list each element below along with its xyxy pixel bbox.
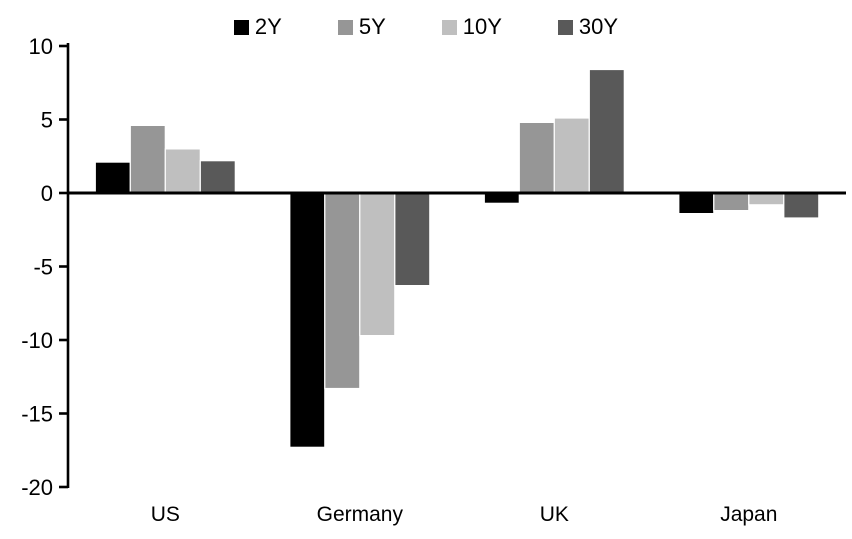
y-tick-label: 10 xyxy=(29,34,53,59)
x-category-label-japan: Japan xyxy=(720,503,777,526)
bar-2y-japan xyxy=(678,192,715,215)
bar-2y-germany xyxy=(289,192,326,448)
bar-10y-germany xyxy=(359,192,396,337)
bar-5y-uk xyxy=(518,121,555,194)
bar-30y-uk xyxy=(588,68,625,194)
bar-30y-japan xyxy=(783,192,820,219)
y-tick-label: -5 xyxy=(33,255,53,280)
bar-10y-japan xyxy=(748,192,785,206)
y-tick-label: -20 xyxy=(21,475,53,500)
y-tick-label: -15 xyxy=(21,402,53,427)
x-category-label-us: US xyxy=(151,503,180,526)
bar-2y-us xyxy=(94,161,131,194)
y-tick-label: 5 xyxy=(41,108,53,133)
bar-30y-germany xyxy=(394,192,431,287)
bar-5y-germany xyxy=(324,192,361,390)
bar-5y-us xyxy=(129,124,166,194)
bar-2y-uk xyxy=(483,192,520,204)
bar-10y-us xyxy=(164,148,201,194)
x-category-label-germany: Germany xyxy=(317,503,404,526)
bar-30y-us xyxy=(199,160,236,194)
y-tick-label: -10 xyxy=(21,328,53,353)
y-tick-label: 0 xyxy=(41,181,53,206)
bar-10y-uk xyxy=(553,117,590,194)
bar-5y-japan xyxy=(713,192,750,212)
x-category-label-uk: UK xyxy=(540,503,569,526)
